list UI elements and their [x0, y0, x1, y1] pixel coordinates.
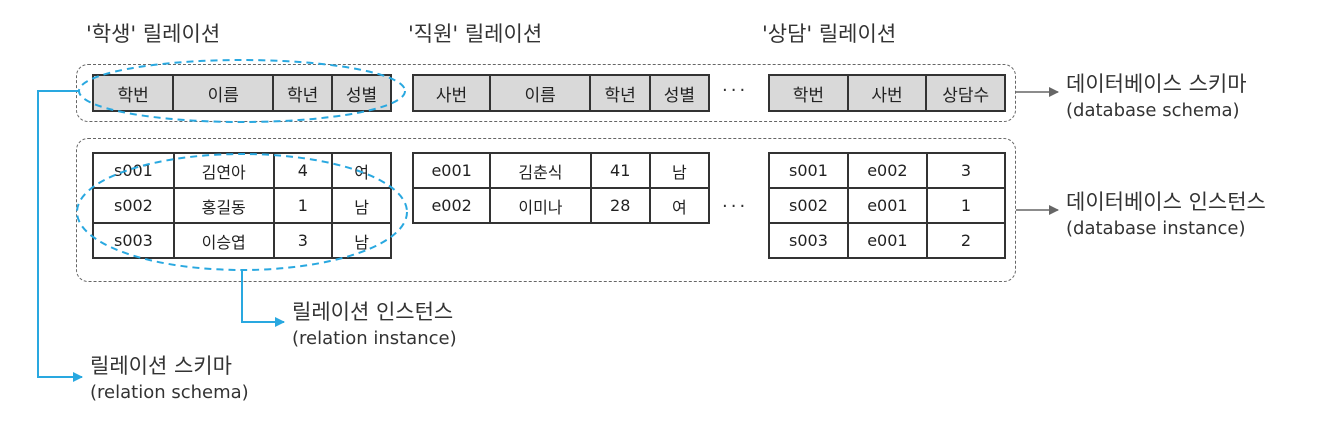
- relation-instance-label-ko: 릴레이션 인스턴스: [292, 300, 454, 324]
- schema-cell: 사번: [412, 74, 491, 112]
- table-cell: 남: [331, 187, 392, 224]
- table-cell: 이미나: [489, 187, 592, 224]
- table-cell: s002: [92, 187, 175, 224]
- database-schema-label-en: (database schema): [1066, 100, 1240, 121]
- employee-schema-table: 사번 이름 학년 성별: [412, 74, 711, 112]
- table-cell: 김춘식: [489, 152, 592, 189]
- table-cell: s001: [92, 152, 175, 189]
- table-cell: 3: [925, 152, 1007, 189]
- table-row: s001 김연아 4 여: [92, 152, 392, 189]
- schema-cell: 이름: [488, 74, 592, 112]
- table-row: s002 홍길동 1 남: [92, 187, 392, 224]
- table-cell: 남: [648, 152, 711, 189]
- table-cell: 여: [331, 152, 392, 189]
- schema-cell: 학년: [272, 74, 334, 112]
- table-cell: s003: [92, 222, 175, 259]
- database-instance-label-en: (database instance): [1066, 218, 1246, 239]
- table-row: s003 e001 2: [768, 222, 1007, 259]
- table-cell: 1: [925, 187, 1007, 224]
- relation-schema-label-ko: 릴레이션 스키마: [90, 354, 232, 378]
- relation-schema-connector: [37, 90, 83, 382]
- schema-cell: 학번: [91, 74, 175, 112]
- relation-instance-highlight: [76, 153, 408, 271]
- database-schema-label: 데이터베이스 스키마 (database schema): [1066, 68, 1247, 121]
- relation-schema-label-en: (relation schema): [90, 382, 249, 403]
- counsel-instance-table: s001 e002 3 s002 e001 1 s003 e001 2: [768, 152, 1007, 259]
- table-cell: 여: [648, 187, 711, 224]
- schema-cell: 성별: [648, 74, 711, 112]
- table-cell: 김연아: [172, 152, 275, 189]
- counsel-schema-table: 학번 사번 상담수: [768, 74, 1006, 112]
- table-cell: 28: [589, 187, 651, 224]
- schema-ellipsis: ···: [722, 80, 749, 101]
- table-cell: e001: [846, 187, 928, 224]
- schema-cell: 이름: [172, 74, 275, 112]
- schema-cell: 학년: [589, 74, 651, 112]
- employee-instance-table: e001 김춘식 41 남 e002 이미나 28 여: [411, 152, 711, 224]
- table-row: e002 이미나 28 여: [411, 187, 711, 224]
- table-cell: 41: [589, 152, 651, 189]
- relation-instance-connector: [241, 270, 285, 327]
- database-schema-box: [76, 64, 1016, 122]
- relation-schema-highlight: [78, 59, 406, 123]
- employee-relation-title: '직원' 릴레이션: [408, 22, 543, 46]
- relation-instance-label-en: (relation instance): [292, 328, 457, 349]
- table-cell: 3: [272, 222, 334, 259]
- table-cell: s003: [768, 222, 849, 259]
- table-cell: e001: [411, 152, 492, 189]
- table-row: s002 e001 1: [768, 187, 1007, 224]
- table-row: e001 김춘식 41 남: [411, 152, 711, 189]
- schema-cell: 상담수: [925, 74, 1006, 112]
- schema-cell: 성별: [331, 74, 392, 112]
- table-cell: 홍길동: [172, 187, 275, 224]
- table-cell: 이승엽: [172, 222, 275, 259]
- table-cell: e002: [846, 152, 928, 189]
- table-cell: e001: [846, 222, 928, 259]
- table-cell: e002: [411, 187, 492, 224]
- student-relation-title: '학생' 릴레이션: [86, 22, 221, 46]
- student-schema-table: 학번 이름 학년 성별: [91, 74, 392, 112]
- table-row: s001 e002 3: [768, 152, 1007, 189]
- table-cell: s002: [768, 187, 849, 224]
- relation-schema-label: 릴레이션 스키마 (relation schema): [90, 350, 249, 403]
- instance-ellipsis: ···: [722, 196, 749, 217]
- database-schema-label-ko: 데이터베이스 스키마: [1066, 72, 1247, 96]
- table-cell: 1: [272, 187, 334, 224]
- relation-instance-label: 릴레이션 인스턴스 (relation instance): [292, 296, 457, 349]
- counsel-relation-title: '상담' 릴레이션: [762, 22, 897, 46]
- database-instance-label-ko: 데이터베이스 인스턴스: [1066, 190, 1266, 214]
- schema-cell: 학번: [768, 74, 849, 112]
- table-cell: 2: [925, 222, 1007, 259]
- database-instance-label: 데이터베이스 인스턴스 (database instance): [1066, 186, 1266, 239]
- student-instance-table: s001 김연아 4 여 s002 홍길동 1 남 s003 이승엽 3 남: [92, 152, 392, 259]
- table-cell: s001: [768, 152, 849, 189]
- schema-cell: 사번: [846, 74, 928, 112]
